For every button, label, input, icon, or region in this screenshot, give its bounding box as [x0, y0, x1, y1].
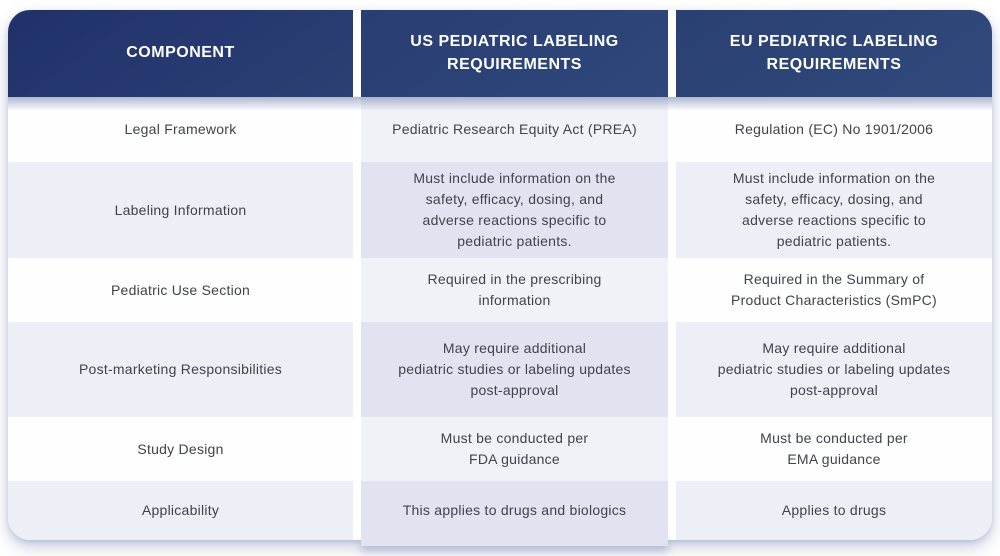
cell-us-legal-framework: Pediatric Research Equity Act (PREA) — [361, 97, 668, 162]
comparison-table: COMPONENT US PEDIATRIC LABELING REQUIREM… — [8, 10, 992, 540]
cell-component-labeling-information: Labeling Information — [8, 162, 353, 258]
cell-component-pediatric-use-section: Pediatric Use Section — [8, 258, 353, 322]
cell-us-study-design: Must be conducted per FDA guidance — [361, 417, 668, 481]
cell-eu-study-design: Must be conducted per EMA guidance — [676, 417, 992, 481]
cell-eu-post-marketing: May require additional pediatric studies… — [676, 322, 992, 417]
header-cell-eu-requirements: EU PEDIATRIC LABELING REQUIREMENTS — [676, 10, 992, 97]
cell-eu-labeling-information: Must include information on the safety, … — [676, 162, 992, 258]
cell-component-applicability: Applicability — [8, 481, 353, 540]
cell-us-applicability: This applies to drugs and biologics — [361, 481, 668, 540]
cell-eu-legal-framework: Regulation (EC) No 1901/2006 — [676, 97, 992, 162]
header-label: COMPONENT — [126, 44, 235, 62]
header-label: EU PEDIATRIC LABELING REQUIREMENTS — [729, 33, 939, 73]
header-label: US PEDIATRIC LABELING REQUIREMENTS — [410, 33, 619, 73]
cell-component-study-design: Study Design — [8, 417, 353, 481]
cell-eu-pediatric-use-section: Required in the Summary of Product Chara… — [676, 258, 992, 322]
cell-component-post-marketing: Post-marketing Responsibilities — [8, 322, 353, 417]
highlight-column-footer — [361, 538, 668, 546]
cell-us-pediatric-use-section: Required in the prescribing information — [361, 258, 668, 322]
cell-eu-applicability: Applies to drugs — [676, 481, 992, 540]
header-cell-us-requirements: US PEDIATRIC LABELING REQUIREMENTS — [361, 10, 668, 97]
header-cell-component: COMPONENT — [8, 10, 353, 97]
cell-us-labeling-information: Must include information on the safety, … — [361, 162, 668, 258]
cell-component-legal-framework: Legal Framework — [8, 97, 353, 162]
cell-us-post-marketing: May require additional pediatric studies… — [361, 322, 668, 417]
